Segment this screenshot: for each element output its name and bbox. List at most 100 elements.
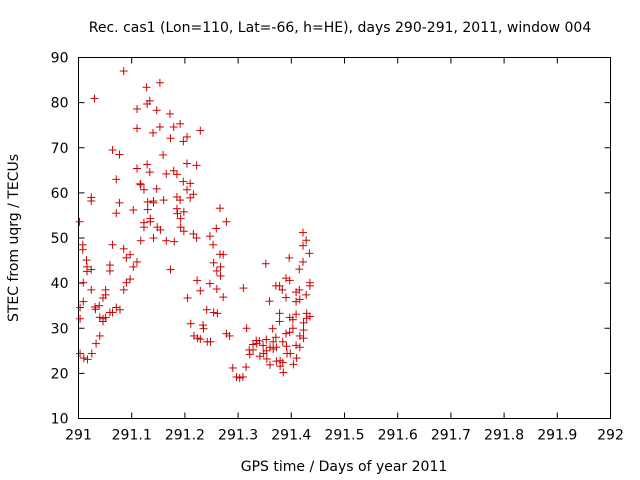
data-point [170,237,179,246]
data-point [76,303,85,312]
data-point [216,262,225,271]
data-point [212,224,221,233]
data-point [143,197,152,206]
data-point [146,217,155,226]
data-point [242,363,251,372]
data-point [288,324,297,333]
data-point [285,328,294,337]
data-point [166,265,175,274]
data-point [299,334,308,343]
data-point [112,303,121,312]
data-point [79,278,88,287]
data-point [169,122,178,131]
data-point [129,262,138,271]
data-point [139,223,148,232]
data-point [143,205,152,214]
x-tick-label: 292 [597,428,624,444]
data-point [219,293,228,302]
data-point [79,297,88,306]
data-point [265,297,274,306]
data-point [183,185,192,194]
data-point [275,317,284,326]
data-point [155,78,164,87]
data-point [212,284,221,293]
data-point [179,207,188,216]
y-tick-label: 90 [51,51,69,67]
data-point [305,249,314,258]
data-point [145,168,154,177]
data-point [209,240,218,249]
data-point [179,227,188,236]
data-point [281,329,290,338]
data-point [299,228,308,237]
data-point [209,258,218,267]
data-point [115,150,124,159]
data-point [133,257,142,266]
data-point [292,310,301,319]
data-point [268,324,277,333]
plot-frame [78,57,611,419]
data-point [126,250,135,259]
data-point [95,331,104,340]
data-point [136,180,145,189]
data-point [245,350,254,359]
data-point [299,241,308,250]
data-point [162,236,171,245]
data-point [295,331,304,340]
data-point [183,294,192,303]
data-point [278,285,287,294]
data-point [281,293,290,302]
data-point [295,343,304,352]
data-point [292,341,301,350]
data-point [136,236,145,245]
data-point [206,337,215,346]
data-point [122,278,131,287]
data-point [133,104,142,113]
data-point [152,184,161,193]
y-axis-label: STEC from uqrg / TECUs [6,154,22,322]
data-point [183,132,192,141]
x-tick-label: 291.7 [431,428,471,444]
data-point [199,324,208,333]
data-point [212,266,221,275]
data-point [176,196,185,205]
y-tick-label: 10 [51,412,69,428]
data-point [196,335,205,344]
data-point [196,286,205,295]
data-point [95,301,104,310]
x-axis-label: GPS time / Days of year 2011 [241,459,448,475]
y-tick-label: 40 [51,276,69,292]
y-tick-label: 60 [51,186,69,202]
data-point [129,206,138,215]
data-point [292,297,301,306]
x-tick-label: 291.3 [218,428,258,444]
data-point [222,217,231,226]
data-point [261,259,270,268]
data-point [299,318,308,327]
data-point [242,324,251,333]
data-point [239,284,248,293]
y-axis: 10 20 30 40 50 60 70 80 90 [51,51,611,428]
data-point [192,161,201,170]
data-point [162,169,171,178]
data-point [189,229,198,238]
data-point [305,281,314,290]
data-point [149,198,158,207]
data-point [108,240,117,249]
data-point [142,83,151,92]
data-point [148,128,157,137]
data-point [119,67,128,76]
data-point [216,204,225,213]
x-axis: 291 291.1 291.2 291.3 291.4 291.5 291.6 291.7 29… [65,57,624,444]
data-point [266,360,275,369]
data-point [209,308,218,317]
data-point [272,343,281,352]
data-point [186,319,195,328]
data-point [112,175,121,184]
data-point [198,321,207,330]
data-point [159,196,168,205]
data-point [83,267,92,276]
x-tick-label: 291.4 [271,428,311,444]
data-point [295,295,304,304]
